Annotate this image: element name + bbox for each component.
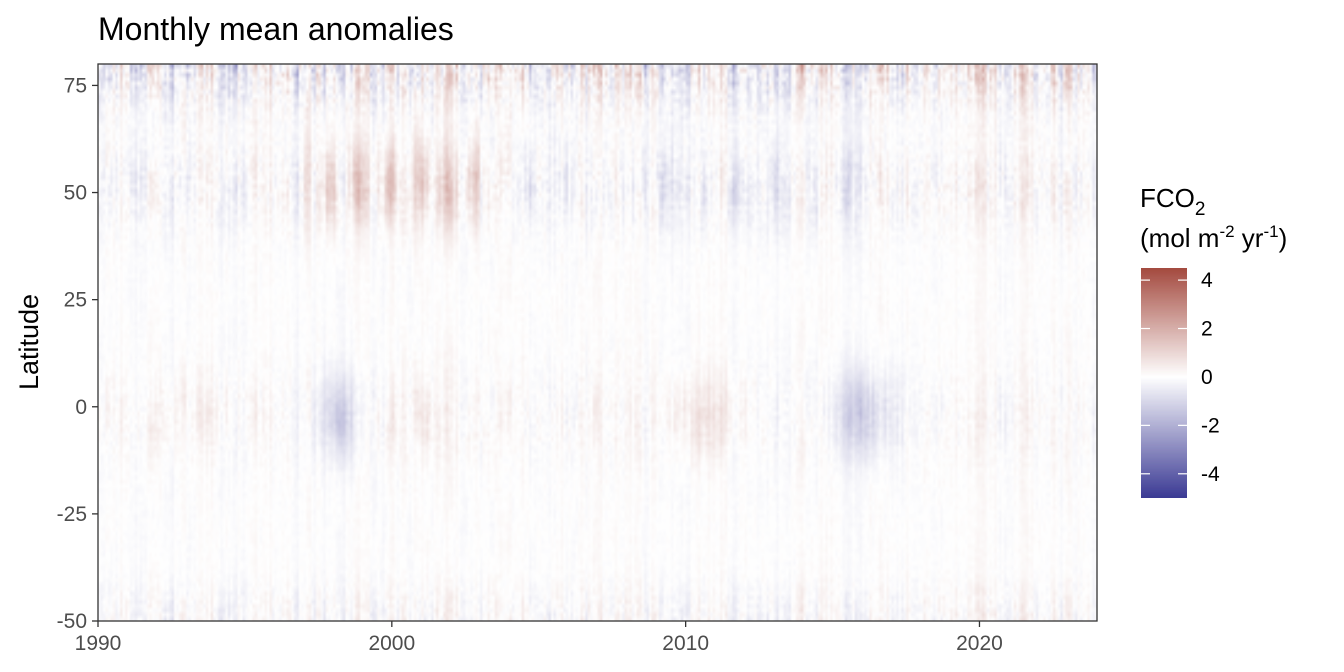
plot-border xyxy=(97,63,1098,622)
y-tick-label: 0 xyxy=(75,396,87,419)
legend: FCO2 (mol m-2 yr-1) 4 2 0 -2 -4 xyxy=(1140,183,1287,498)
x-axis: 1990 2000 2010 2020 xyxy=(75,621,1003,655)
x-tick-label: 2010 xyxy=(662,632,709,655)
x-tick-label: 1990 xyxy=(75,632,122,655)
legend-tick-label: 2 xyxy=(1201,318,1213,341)
legend-ticks: 4 2 0 -2 -4 xyxy=(1141,269,1220,486)
heatmap-area xyxy=(97,63,1098,622)
x-tick-label: 2000 xyxy=(368,632,415,655)
legend-tick-label: -2 xyxy=(1201,414,1220,437)
chart-title: Monthly mean anomalies xyxy=(98,11,454,47)
y-tick-label: 50 xyxy=(64,182,87,205)
y-tick-label: 75 xyxy=(64,74,87,97)
legend-tick-label: 4 xyxy=(1201,269,1213,292)
legend-tick-label: -4 xyxy=(1201,463,1220,486)
y-tick-label: -50 xyxy=(57,610,87,633)
y-axis-label: Latitude xyxy=(14,294,44,390)
heatmap-image xyxy=(98,64,1097,621)
legend-title-line1: FCO2 xyxy=(1140,183,1205,220)
legend-tick-label: 0 xyxy=(1201,366,1213,389)
y-tick-label: 25 xyxy=(64,289,87,312)
y-axis: 75 50 25 0 -25 -50 xyxy=(57,74,98,633)
legend-colorbar xyxy=(1141,268,1187,498)
y-tick-label: -25 xyxy=(57,503,87,526)
x-tick-label: 2020 xyxy=(956,632,1003,655)
legend-title-line2: (mol m-2 yr-1) xyxy=(1140,222,1287,253)
